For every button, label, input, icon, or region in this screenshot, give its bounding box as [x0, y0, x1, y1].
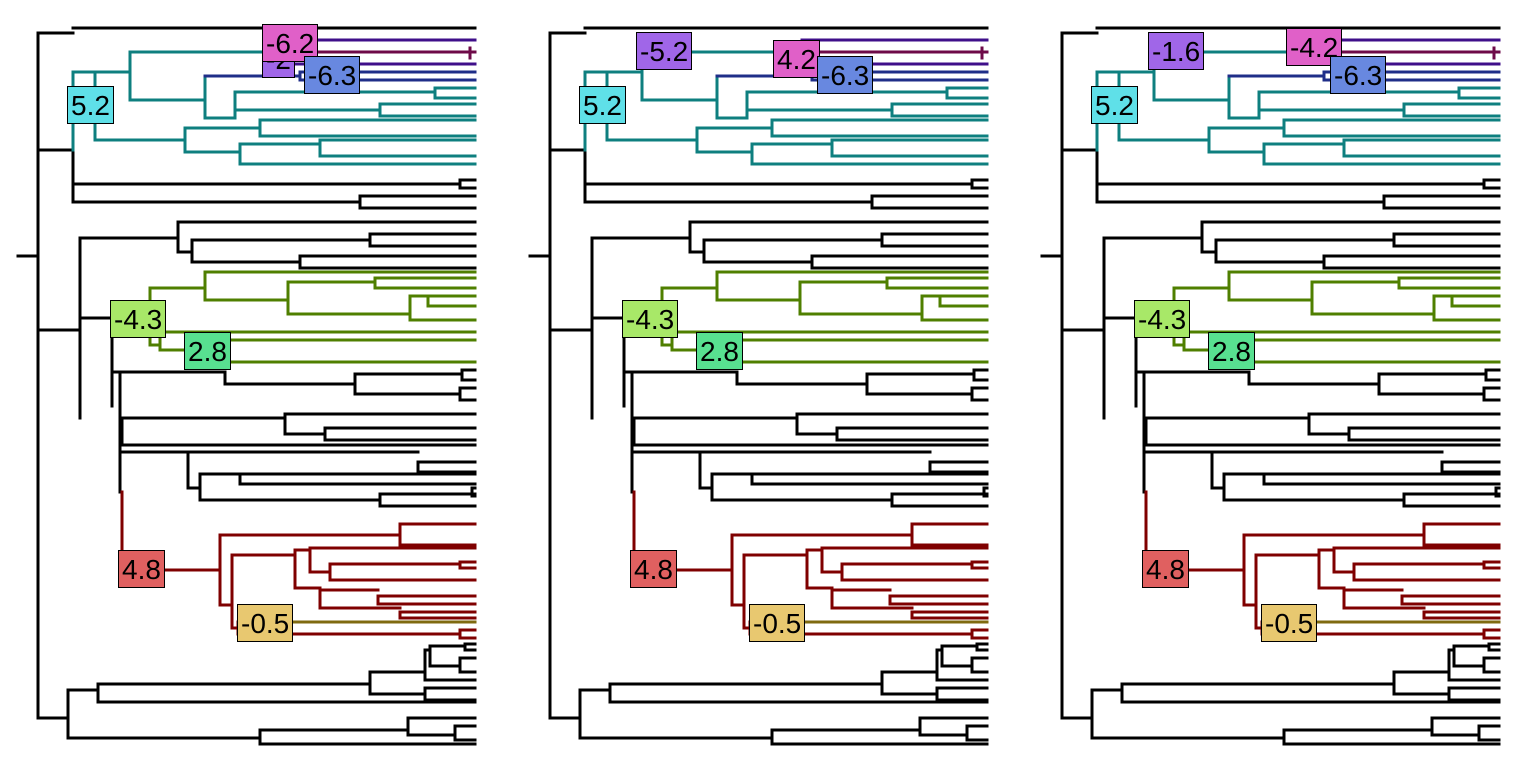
label-pink: -6.2: [262, 24, 319, 62]
label-cyan: 5.2: [67, 86, 114, 124]
label-gold: -0.5: [1261, 604, 1318, 642]
label-red: 4.8: [118, 550, 165, 588]
label-blue: -6.3: [1330, 56, 1387, 94]
label-blue: -6.3: [304, 56, 361, 94]
label-pink: 4.2: [773, 40, 820, 78]
label-cyan: 5.2: [1091, 86, 1138, 124]
label-lime: -4.3: [1134, 300, 1191, 338]
label-mint: 2.8: [184, 332, 231, 370]
tree-panel-3: 5.2 -1.6 -4.2 -6.3 -4.3 2.8 4.8 -0.5: [1024, 0, 1536, 768]
label-mint: 2.8: [1208, 332, 1255, 370]
tree-svg: [16, 26, 477, 746]
tree-panel-2: 5.2 -5.2 4.2 -6.3 -4.3 2.8 4.8 -0.5: [512, 0, 1024, 768]
label-lime: -4.3: [622, 300, 679, 338]
label-red: 4.8: [1142, 550, 1189, 588]
label-mint: 2.8: [696, 332, 743, 370]
label-red: 4.8: [630, 550, 677, 588]
tree-panel-1: 5.2 -2 -6.2 -6.3 -4.3 2.8 4.8 -0.5: [0, 0, 512, 768]
label-purple: -1.6: [1148, 32, 1205, 70]
label-purple: -5.2: [636, 32, 693, 70]
label-gold: -0.5: [237, 604, 294, 642]
label-blue: -6.3: [817, 56, 874, 94]
label-lime: -4.3: [110, 300, 167, 338]
label-cyan: 5.2: [579, 86, 626, 124]
label-gold: -0.5: [749, 604, 806, 642]
